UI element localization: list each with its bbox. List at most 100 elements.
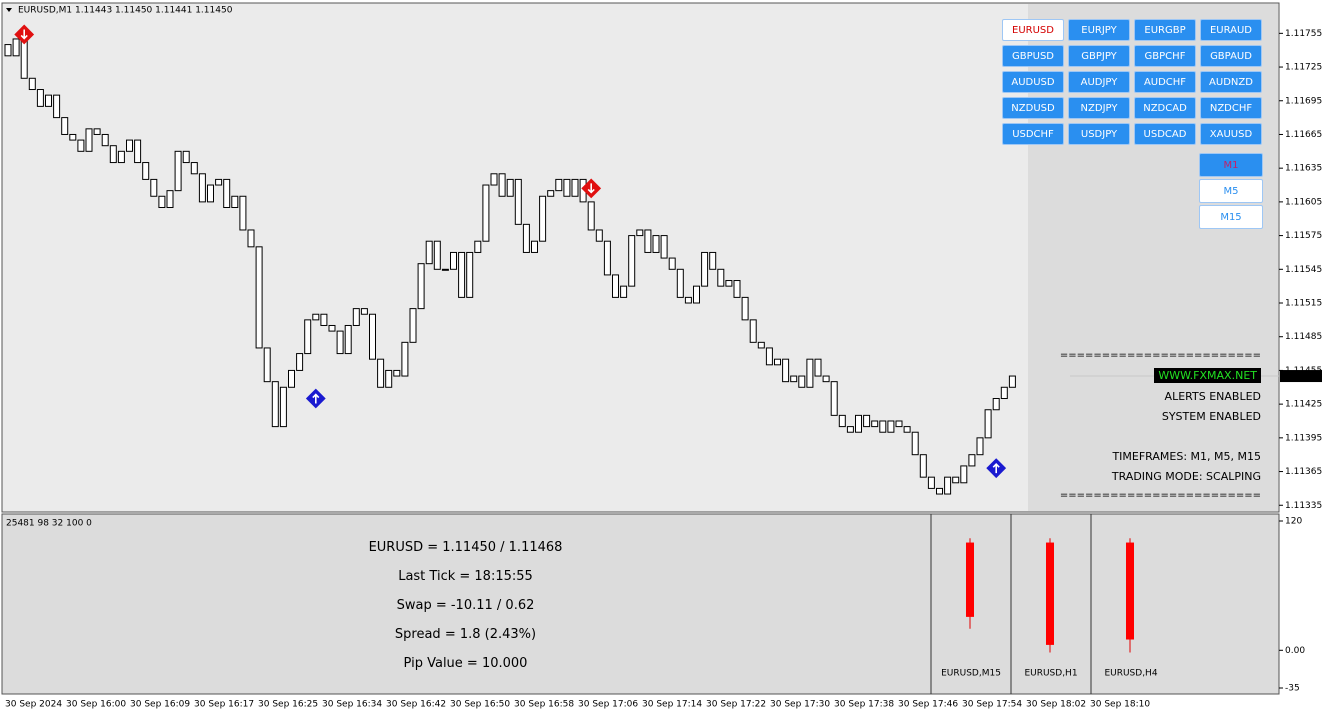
candle — [676, 268, 684, 298]
symbol-button[interactable]: GBPCHF — [1134, 45, 1196, 67]
symbol-button[interactable]: AUDJPY — [1068, 71, 1130, 93]
symbol-button[interactable]: USDJPY — [1068, 123, 1130, 145]
candle — [960, 465, 968, 484]
price-tag — [1280, 370, 1322, 383]
candle — [976, 437, 984, 456]
candle — [352, 308, 360, 326]
candle — [28, 77, 36, 91]
x-tick-label: 30 Sep 17:14 — [642, 700, 702, 710]
candle — [279, 386, 287, 428]
y-tick-label: 1.11365 — [1285, 467, 1322, 477]
info-text: Pip Value = 10.000 — [403, 656, 528, 671]
timeframe-button[interactable]: M15 — [1199, 205, 1263, 229]
candle — [182, 150, 190, 164]
symbol-button[interactable]: EURGBP — [1134, 19, 1196, 41]
candle — [765, 347, 773, 366]
candle — [555, 178, 563, 192]
x-tick-label: 30 Sep 16:50 — [450, 700, 510, 710]
symbol-button[interactable]: XAUUSD — [1200, 123, 1262, 145]
candle — [482, 184, 490, 242]
symbol-button[interactable]: EURAUD — [1200, 19, 1262, 41]
x-tick-label: 30 Sep 18:10 — [1090, 700, 1150, 710]
candle — [117, 150, 125, 164]
menu-arrow[interactable] — [6, 8, 12, 12]
candle — [1000, 386, 1008, 400]
candle — [919, 454, 927, 478]
candle — [433, 240, 441, 270]
candle — [255, 246, 263, 349]
candle — [61, 117, 69, 135]
symbol-button[interactable]: NZDUSD — [1002, 97, 1064, 119]
candle — [231, 195, 239, 208]
x-tick-label: 30 Sep 17:22 — [706, 700, 766, 710]
timeframe-button[interactable]: M1 — [1199, 153, 1263, 177]
symbol-button[interactable]: GBPJPY — [1068, 45, 1130, 67]
candle — [441, 268, 449, 271]
mini-label: EURUSD,M15 — [941, 669, 1001, 679]
y-tick-label: 1.11335 — [1285, 501, 1322, 511]
x-tick-label: 30 Sep 16:42 — [386, 700, 446, 710]
sub-plot — [1, 513, 1280, 695]
candle — [198, 173, 206, 203]
candle — [425, 240, 433, 265]
candle — [992, 398, 1000, 411]
mini-candle — [1126, 542, 1134, 640]
candle — [855, 414, 862, 433]
x-tick-label: 30 Sep 17:46 — [898, 700, 958, 710]
symbol-button[interactable]: NZDCHF — [1200, 97, 1262, 119]
candle — [547, 190, 555, 197]
y-tick-label: 1.11755 — [1285, 29, 1322, 39]
y-tick-label: 1.11485 — [1285, 332, 1322, 342]
symbol-button[interactable]: GBPUSD — [1002, 45, 1064, 67]
symbol-button[interactable]: AUDUSD — [1002, 71, 1064, 93]
symbol-button[interactable]: EURJPY — [1068, 19, 1130, 41]
symbol-button[interactable]: AUDCHF — [1134, 71, 1196, 93]
candle — [628, 235, 636, 287]
symbol-button[interactable]: NZDCAD — [1134, 97, 1196, 119]
timeframe-button[interactable]: M5 — [1199, 179, 1263, 203]
candle — [401, 341, 409, 377]
symbol-button[interactable]: USDCHF — [1002, 123, 1064, 145]
candle — [798, 375, 806, 388]
candle — [846, 426, 854, 433]
mini-candle — [966, 542, 974, 617]
info-line: TIMEFRAMES: M1, M5, M15 — [1112, 450, 1261, 463]
candle — [271, 381, 279, 428]
symbol-button[interactable]: GBPAUD — [1200, 45, 1262, 67]
symbol-button[interactable]: AUDNZD — [1200, 71, 1262, 93]
candle — [466, 251, 474, 298]
candle — [944, 476, 952, 495]
candle — [304, 319, 312, 355]
candle — [158, 195, 166, 208]
signal-part — [587, 183, 595, 194]
x-tick-label: 30 Sep 16:17 — [194, 700, 254, 710]
candle — [709, 251, 717, 270]
candle — [571, 178, 579, 197]
candle — [223, 178, 231, 208]
candle — [344, 324, 352, 355]
info-line: SYSTEM ENABLED — [1161, 410, 1261, 423]
candle — [539, 195, 547, 242]
symbol-button[interactable]: NZDJPY — [1068, 97, 1130, 119]
y-tick-label: 1.11425 — [1285, 400, 1322, 410]
price-tag-label: 1.11450 — [1284, 372, 1321, 382]
candle — [660, 235, 668, 259]
signal-part — [20, 29, 28, 40]
candle — [644, 229, 652, 253]
website: WWW.FXMAX.NET — [1154, 368, 1261, 383]
candle — [45, 94, 52, 107]
symbol-button[interactable]: USDCAD — [1134, 123, 1196, 145]
signal-part — [992, 463, 1000, 474]
candle — [490, 173, 498, 186]
candle — [903, 426, 911, 433]
y-tick-label: 1.11515 — [1285, 299, 1322, 309]
candle — [733, 280, 741, 298]
symbol-button[interactable]: EURUSD — [1002, 19, 1064, 41]
x-tick-label: 30 Sep 16:58 — [514, 700, 574, 710]
candle — [336, 330, 344, 355]
y2-tick-label: 120 — [1285, 517, 1302, 527]
candle — [612, 274, 619, 298]
y2-tick-label: 0.00 — [1285, 646, 1305, 656]
sub-status: 25481 98 32 100 0 — [6, 519, 92, 529]
y-tick-label: 1.11575 — [1285, 231, 1322, 241]
